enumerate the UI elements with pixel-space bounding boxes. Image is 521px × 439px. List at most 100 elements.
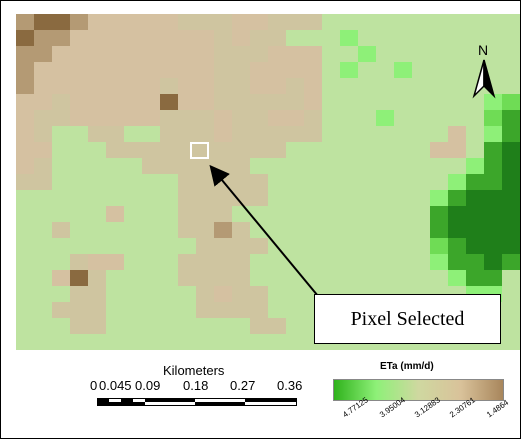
raster-cell[interactable] — [232, 334, 250, 350]
raster-cell[interactable] — [106, 94, 124, 110]
raster-cell[interactable] — [412, 238, 430, 254]
raster-cell[interactable] — [340, 78, 358, 94]
raster-cell[interactable] — [52, 126, 70, 142]
raster-cell[interactable] — [286, 158, 304, 174]
raster-cell[interactable] — [322, 254, 340, 270]
raster-cell[interactable] — [232, 110, 250, 126]
raster-cell[interactable] — [430, 78, 448, 94]
raster-cell[interactable] — [196, 334, 214, 350]
raster-cell[interactable] — [304, 110, 322, 126]
raster-cell[interactable] — [52, 302, 70, 318]
raster-cell[interactable] — [304, 46, 322, 62]
raster-cell[interactable] — [232, 174, 250, 190]
raster-cell[interactable] — [466, 254, 484, 270]
raster-cell[interactable] — [70, 126, 88, 142]
raster-cell[interactable] — [52, 334, 70, 350]
raster-cell[interactable] — [16, 30, 34, 46]
raster-cell[interactable] — [106, 238, 124, 254]
raster-cell[interactable] — [142, 302, 160, 318]
raster-cell[interactable] — [502, 270, 520, 286]
raster-cell[interactable] — [376, 94, 394, 110]
raster-cell[interactable] — [196, 238, 214, 254]
raster-cell[interactable] — [106, 30, 124, 46]
raster-cell[interactable] — [268, 174, 286, 190]
raster-cell[interactable] — [106, 126, 124, 142]
raster-cell[interactable] — [394, 62, 412, 78]
raster-cell[interactable] — [196, 126, 214, 142]
raster-cell[interactable] — [196, 78, 214, 94]
raster-cell[interactable] — [394, 110, 412, 126]
raster-cell[interactable] — [34, 126, 52, 142]
raster-cell[interactable] — [268, 270, 286, 286]
raster-cell[interactable] — [196, 46, 214, 62]
raster-cell[interactable] — [394, 78, 412, 94]
raster-cell[interactable] — [484, 238, 502, 254]
raster-cell[interactable] — [160, 270, 178, 286]
raster-cell[interactable] — [34, 62, 52, 78]
raster-cell[interactable] — [394, 30, 412, 46]
raster-cell[interactable] — [286, 190, 304, 206]
raster-cell[interactable] — [52, 318, 70, 334]
raster-cell[interactable] — [178, 206, 196, 222]
raster-cell[interactable] — [484, 14, 502, 30]
raster-cell[interactable] — [142, 30, 160, 46]
raster-cell[interactable] — [430, 174, 448, 190]
raster-cell[interactable] — [268, 78, 286, 94]
raster-cell[interactable] — [250, 78, 268, 94]
raster-cell[interactable] — [34, 190, 52, 206]
raster-cell[interactable] — [376, 62, 394, 78]
raster-cell[interactable] — [358, 254, 376, 270]
raster-cell[interactable] — [340, 174, 358, 190]
raster-cell[interactable] — [502, 14, 520, 30]
raster-cell[interactable] — [358, 110, 376, 126]
raster-cell[interactable] — [214, 334, 232, 350]
raster-cell[interactable] — [358, 62, 376, 78]
raster-cell[interactable] — [124, 46, 142, 62]
raster-cell[interactable] — [268, 238, 286, 254]
raster-cell[interactable] — [466, 142, 484, 158]
raster-cell[interactable] — [88, 126, 106, 142]
raster-cell[interactable] — [178, 238, 196, 254]
raster-cell[interactable] — [178, 254, 196, 270]
raster-cell[interactable] — [394, 142, 412, 158]
raster-cell[interactable] — [70, 94, 88, 110]
raster-cell[interactable] — [448, 158, 466, 174]
raster-cell[interactable] — [178, 318, 196, 334]
raster-cell[interactable] — [34, 110, 52, 126]
raster-cell[interactable] — [160, 302, 178, 318]
raster-cell[interactable] — [124, 222, 142, 238]
raster-cell[interactable] — [448, 190, 466, 206]
raster-cell[interactable] — [376, 30, 394, 46]
raster-cell[interactable] — [160, 30, 178, 46]
raster-cell[interactable] — [34, 286, 52, 302]
raster-cell[interactable] — [430, 14, 448, 30]
raster-cell[interactable] — [88, 238, 106, 254]
raster-cell[interactable] — [430, 158, 448, 174]
raster-cell[interactable] — [214, 318, 232, 334]
raster-cell[interactable] — [430, 94, 448, 110]
raster-cell[interactable] — [502, 142, 520, 158]
raster-cell[interactable] — [88, 222, 106, 238]
raster-cell[interactable] — [178, 46, 196, 62]
raster-cell[interactable] — [394, 190, 412, 206]
raster-cell[interactable] — [412, 110, 430, 126]
raster-cell[interactable] — [16, 78, 34, 94]
raster-cell[interactable] — [358, 270, 376, 286]
raster-cell[interactable] — [322, 110, 340, 126]
raster-cell[interactable] — [34, 254, 52, 270]
raster-cell[interactable] — [196, 206, 214, 222]
raster-cell[interactable] — [88, 110, 106, 126]
raster-cell[interactable] — [448, 94, 466, 110]
raster-cell[interactable] — [286, 174, 304, 190]
raster-cell[interactable] — [178, 302, 196, 318]
raster-cell[interactable] — [322, 94, 340, 110]
raster-cell[interactable] — [322, 30, 340, 46]
raster-cell[interactable] — [88, 142, 106, 158]
raster-cell[interactable] — [376, 142, 394, 158]
raster-cell[interactable] — [214, 190, 232, 206]
raster-cell[interactable] — [286, 254, 304, 270]
raster-cell[interactable] — [34, 270, 52, 286]
raster-cell[interactable] — [178, 14, 196, 30]
raster-cell[interactable] — [250, 46, 268, 62]
raster-cell[interactable] — [160, 222, 178, 238]
